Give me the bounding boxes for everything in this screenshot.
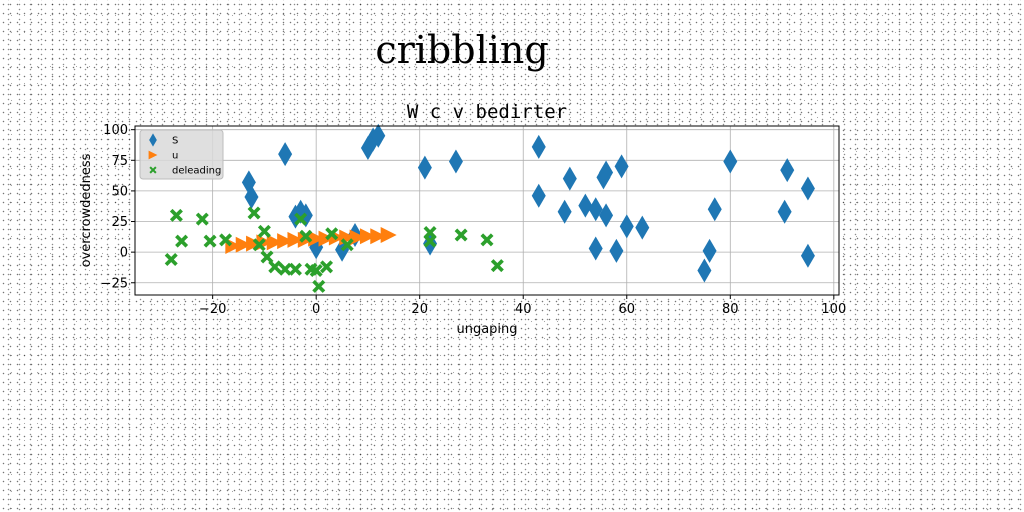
data-point xyxy=(614,154,629,179)
legend-label: u xyxy=(172,151,178,162)
data-point xyxy=(257,224,271,238)
data-point xyxy=(777,199,792,224)
x-tick-label: 40 xyxy=(515,302,532,317)
y-tick-label: 25 xyxy=(111,215,128,230)
data-point xyxy=(780,158,795,183)
x-tick-label: 100 xyxy=(821,302,846,317)
plot-background xyxy=(135,126,839,295)
data-point xyxy=(531,134,546,159)
data-point xyxy=(366,127,381,152)
data-point xyxy=(702,238,717,263)
data-point xyxy=(349,229,366,246)
data-point xyxy=(195,212,209,226)
data-point xyxy=(219,233,233,247)
data-point xyxy=(235,236,252,253)
data-point xyxy=(635,215,650,240)
data-point xyxy=(268,260,282,274)
data-point xyxy=(340,238,354,252)
data-point xyxy=(175,234,189,248)
x-axis-label: ungaping xyxy=(456,322,517,337)
data-point xyxy=(557,199,572,224)
legend-box xyxy=(139,129,224,180)
legend-label: deleading xyxy=(172,166,221,177)
x-tick-label: 0 xyxy=(312,302,320,317)
data-point xyxy=(359,228,376,245)
data-point xyxy=(169,208,183,222)
data-point xyxy=(287,231,304,248)
figure-suptitle: cribbling xyxy=(375,28,549,72)
y-tick-label: 100 xyxy=(103,123,128,138)
data-point xyxy=(299,229,313,243)
data-point xyxy=(244,185,259,210)
data-point xyxy=(562,166,577,191)
data-point xyxy=(490,259,504,273)
y-tick-label: 50 xyxy=(111,184,128,199)
data-point xyxy=(609,238,624,263)
y-tick-label: −25 xyxy=(101,276,128,291)
y-tick-label: 75 xyxy=(111,154,128,169)
data-point xyxy=(480,233,494,247)
y-axis-label: overcrowdedness xyxy=(79,153,94,267)
legend-marker xyxy=(149,166,157,174)
data-point xyxy=(417,155,432,180)
data-point xyxy=(619,214,634,239)
data-point xyxy=(423,226,437,240)
data-point xyxy=(312,279,326,293)
data-point xyxy=(288,262,302,276)
data-point xyxy=(707,197,722,222)
legend-marker xyxy=(148,150,158,160)
plot-frame xyxy=(134,125,840,296)
data-point xyxy=(164,252,178,266)
data-point xyxy=(278,142,293,167)
data-layer xyxy=(164,123,815,293)
data-point xyxy=(448,149,463,174)
data-point xyxy=(260,250,274,264)
legend-label: S xyxy=(172,136,178,147)
data-point xyxy=(599,203,614,228)
data-point xyxy=(454,228,468,242)
data-point xyxy=(588,236,603,261)
data-point xyxy=(578,193,593,218)
data-point xyxy=(252,238,266,252)
data-point xyxy=(531,183,546,208)
data-point xyxy=(723,149,738,174)
data-point xyxy=(800,243,815,268)
data-point xyxy=(697,258,712,283)
grid-lines xyxy=(135,126,839,295)
data-point xyxy=(320,260,334,274)
data-point xyxy=(309,264,323,278)
data-point xyxy=(277,233,294,250)
data-point xyxy=(297,231,314,248)
data-point xyxy=(370,228,387,245)
data-point xyxy=(278,262,292,276)
x-tick-label: 60 xyxy=(618,302,635,317)
legend-marker xyxy=(149,133,157,147)
data-point xyxy=(247,206,261,220)
data-point xyxy=(246,235,263,252)
data-point xyxy=(800,176,815,201)
data-point xyxy=(371,123,386,148)
x-tick-label: 20 xyxy=(411,302,428,317)
data-point xyxy=(325,227,339,241)
data-point xyxy=(599,160,614,185)
x-tick-label: 80 xyxy=(722,302,739,317)
data-point xyxy=(294,212,308,226)
y-tick-label: 0 xyxy=(120,246,128,261)
data-point xyxy=(308,230,325,247)
data-point xyxy=(203,234,217,248)
axis-ticks: −20 0 20 40 60 80 100 −25 0 25 50 75 100 xyxy=(101,123,847,317)
chart-title: W c v bedirter xyxy=(407,101,567,123)
legend: Su deleading xyxy=(139,129,224,180)
data-point xyxy=(266,234,283,251)
data-point xyxy=(380,226,397,243)
x-tick-label: −20 xyxy=(199,302,226,317)
